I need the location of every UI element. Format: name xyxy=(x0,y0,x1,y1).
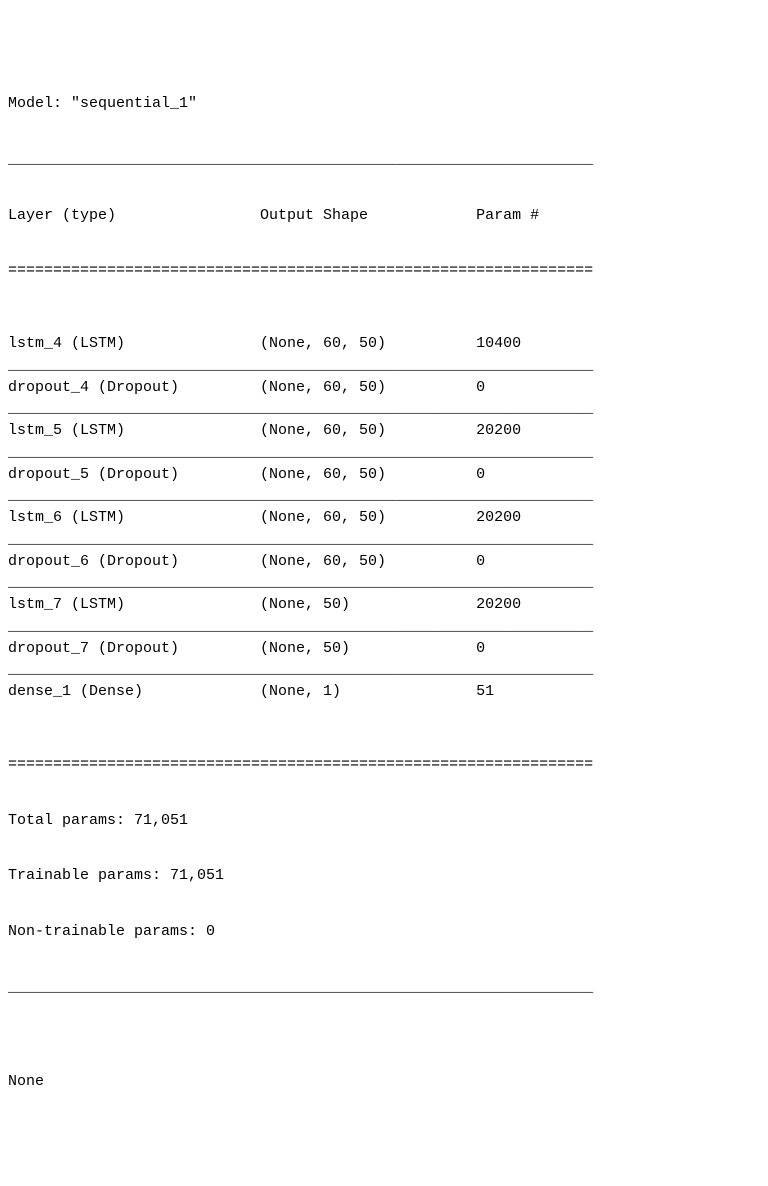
table-row: lstm_4 (LSTM)(None, 60, 50)10400 xyxy=(8,333,760,355)
row-rule: ________________________________________… xyxy=(8,355,760,377)
header-shape: Output Shape xyxy=(260,205,476,227)
row-rule: ________________________________________… xyxy=(8,616,760,638)
footer-nontrainable: Non-trainable params: 0 xyxy=(8,921,760,943)
cell-param: 51 xyxy=(476,681,494,703)
cell-shape: (None, 60, 50) xyxy=(260,377,476,399)
cell-shape: (None, 60, 50) xyxy=(260,464,476,486)
cell-layer: lstm_4 (LSTM) xyxy=(8,333,260,355)
table-row: dropout_7 (Dropout)(None, 50)0 xyxy=(8,638,760,660)
header-row: Layer (type)Output ShapeParam # xyxy=(8,205,760,227)
cell-shape: (None, 50) xyxy=(260,638,476,660)
row-rule: ________________________________________… xyxy=(8,529,760,551)
cell-param: 20200 xyxy=(476,420,521,442)
cell-layer: dropout_7 (Dropout) xyxy=(8,638,260,660)
table-row: lstm_5 (LSTM)(None, 60, 50)20200 xyxy=(8,420,760,442)
table-row: lstm_7 (LSTM)(None, 50)20200 xyxy=(8,594,760,616)
row-rule: ________________________________________… xyxy=(8,572,760,594)
table-row: lstm_6 (LSTM)(None, 60, 50)20200 xyxy=(8,507,760,529)
table-row: dropout_5 (Dropout)(None, 60, 50)0 xyxy=(8,464,760,486)
cell-shape: (None, 1) xyxy=(260,681,476,703)
row-rule: ________________________________________… xyxy=(8,659,760,681)
cell-param: 0 xyxy=(476,464,485,486)
cell-layer: dropout_5 (Dropout) xyxy=(8,464,260,486)
cell-layer: lstm_6 (LSTM) xyxy=(8,507,260,529)
rule-equals-bottom: ========================================… xyxy=(8,754,760,776)
cell-param: 0 xyxy=(476,377,485,399)
rule-equals-top: ========================================… xyxy=(8,260,760,282)
cell-param: 0 xyxy=(476,638,485,660)
row-rule: ________________________________________… xyxy=(8,485,760,507)
header-layer: Layer (type) xyxy=(8,205,260,227)
row-rule: ________________________________________… xyxy=(8,442,760,464)
cell-shape: (None, 50) xyxy=(260,594,476,616)
footer-total: Total params: 71,051 xyxy=(8,810,760,832)
cell-param: 20200 xyxy=(476,594,521,616)
cell-param: 10400 xyxy=(476,333,521,355)
cell-shape: (None, 60, 50) xyxy=(260,420,476,442)
header-param: Param # xyxy=(476,205,539,227)
final-none: None xyxy=(8,1071,760,1093)
cell-layer: dropout_6 (Dropout) xyxy=(8,551,260,573)
cell-shape: (None, 60, 50) xyxy=(260,507,476,529)
table-row: dropout_6 (Dropout)(None, 60, 50)0 xyxy=(8,551,760,573)
cell-layer: lstm_5 (LSTM) xyxy=(8,420,260,442)
footer-trainable: Trainable params: 71,051 xyxy=(8,865,760,887)
cell-param: 20200 xyxy=(476,507,521,529)
cell-layer: dropout_4 (Dropout) xyxy=(8,377,260,399)
model-summary: Model: "sequential_1" __________________… xyxy=(8,59,760,1110)
cell-shape: (None, 60, 50) xyxy=(260,551,476,573)
cell-param: 0 xyxy=(476,551,485,573)
rule-top: ________________________________________… xyxy=(8,149,760,171)
row-rule: ________________________________________… xyxy=(8,398,760,420)
cell-shape: (None, 60, 50) xyxy=(260,333,476,355)
table-row: dropout_4 (Dropout)(None, 60, 50)0 xyxy=(8,377,760,399)
cell-layer: lstm_7 (LSTM) xyxy=(8,594,260,616)
cell-layer: dense_1 (Dense) xyxy=(8,681,260,703)
layers-container: lstm_4 (LSTM)(None, 60, 50)10400________… xyxy=(8,333,760,703)
rule-bottom: ________________________________________… xyxy=(8,977,760,999)
table-row: dense_1 (Dense)(None, 1)51 xyxy=(8,681,760,703)
model-title: Model: "sequential_1" xyxy=(8,93,760,115)
